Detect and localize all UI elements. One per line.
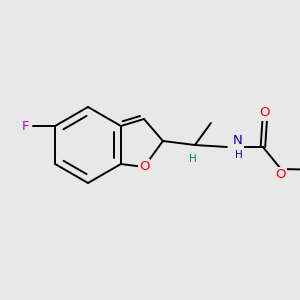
Text: H: H (235, 150, 243, 160)
Text: O: O (139, 160, 149, 173)
Text: O: O (276, 169, 286, 182)
Text: F: F (21, 119, 29, 133)
Text: O: O (260, 106, 270, 119)
Text: N: N (233, 134, 243, 148)
Text: H: H (189, 154, 197, 164)
